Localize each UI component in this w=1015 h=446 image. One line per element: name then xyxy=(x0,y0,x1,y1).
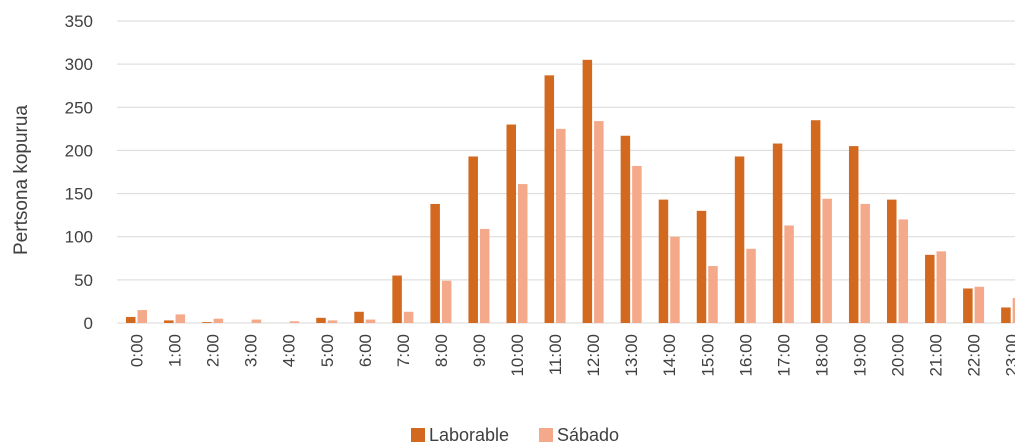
bar-laborable xyxy=(887,199,897,323)
bar-sábado xyxy=(936,251,947,323)
bar-sábado xyxy=(708,266,718,323)
y-axis-ticks: 0 50 100 150 200 250 300 350 xyxy=(65,12,93,333)
x-tick-label: 2:00 xyxy=(204,334,223,367)
bar-sábado xyxy=(556,128,566,323)
x-tick-label: 9:00 xyxy=(470,334,489,367)
y-tick-label: 0 xyxy=(84,314,93,333)
x-tick-label: 16:00 xyxy=(736,334,755,377)
bar-sábado xyxy=(1012,297,1015,323)
bar-laborable xyxy=(202,322,212,323)
bar-sábado xyxy=(175,314,186,323)
bar-sábado xyxy=(898,219,908,323)
y-axis-title: Pertsona kopurua xyxy=(11,105,32,255)
bar-laborable xyxy=(620,135,631,323)
x-tick-label: 11:00 xyxy=(546,334,565,375)
bar-laborable xyxy=(506,124,516,324)
y-tick-label: 100 xyxy=(65,228,93,247)
x-tick-label: 17:00 xyxy=(774,334,793,377)
legend-swatch xyxy=(411,428,425,442)
bar-laborable xyxy=(164,320,174,323)
bar-sábado xyxy=(213,318,224,323)
x-tick-label: 22:00 xyxy=(965,334,984,377)
bar-sábado xyxy=(289,321,300,323)
bar-laborable xyxy=(1001,307,1011,323)
legend-swatch xyxy=(539,428,553,442)
x-tick-label: 10:00 xyxy=(508,334,527,377)
bar-sábado xyxy=(365,319,376,323)
bar-laborable xyxy=(963,288,973,323)
bar-laborable xyxy=(354,311,364,323)
bar-laborable xyxy=(810,120,821,323)
y-tick-label: 50 xyxy=(74,271,93,290)
x-tick-label: 5:00 xyxy=(318,334,337,367)
bar-sábado xyxy=(632,165,642,323)
x-tick-label: 4:00 xyxy=(280,334,299,367)
x-tick-label: 23:00 xyxy=(1003,334,1015,377)
y-tick-label: 300 xyxy=(65,55,93,74)
bar-sábado xyxy=(860,203,870,323)
x-axis-ticks: 0:00 1:00 2:00 3:00 4:00 5:00 6:00 7:00 8:00 9:00… xyxy=(128,334,1015,377)
bar-sábado xyxy=(518,184,528,323)
y-tick-label: 200 xyxy=(65,141,93,160)
bar-laborable xyxy=(316,317,326,323)
y-tick-label: 250 xyxy=(65,98,93,117)
bar-laborable xyxy=(696,210,707,323)
x-tick-label: 14:00 xyxy=(660,334,679,377)
bar-sábado xyxy=(137,310,147,323)
bar-sábado xyxy=(784,225,794,323)
bar-laborable xyxy=(925,254,935,323)
bar-sábado xyxy=(594,121,604,323)
x-tick-label: 8:00 xyxy=(432,334,451,367)
bar-sábado xyxy=(746,248,756,323)
x-tick-label: 6:00 xyxy=(356,334,375,367)
y-tick-label: 350 xyxy=(65,12,93,31)
x-tick-label: 12:00 xyxy=(584,334,603,377)
y-tick-label: 150 xyxy=(65,185,93,204)
legend-label: Laborable xyxy=(429,425,509,445)
x-tick-label: 13:00 xyxy=(622,334,641,377)
legend-label: Sábado xyxy=(557,425,619,445)
bar-sábado xyxy=(822,198,832,323)
bar-sábado xyxy=(441,280,452,323)
x-tick-label: 21:00 xyxy=(927,334,946,377)
bar-laborable xyxy=(734,156,745,323)
legend: Laborable Sábado xyxy=(411,425,619,445)
bar-sábado xyxy=(974,286,985,323)
bar-laborable xyxy=(430,203,440,323)
x-tick-label: 15:00 xyxy=(698,334,717,377)
x-tick-label: 1:00 xyxy=(166,334,185,367)
bar-laborable xyxy=(468,156,478,323)
bar-laborable xyxy=(658,199,669,323)
x-tick-label: 18:00 xyxy=(812,334,831,377)
bar-laborable xyxy=(126,316,136,323)
bar-sábado xyxy=(251,319,262,323)
bar-sábado xyxy=(403,311,414,323)
x-tick-label: 3:00 xyxy=(242,334,261,367)
x-tick-label: 20:00 xyxy=(889,334,908,377)
bar-laborable xyxy=(582,59,593,323)
x-tick-label: 0:00 xyxy=(128,334,147,367)
bar-sábado xyxy=(670,236,680,323)
x-tick-label: 7:00 xyxy=(394,334,413,367)
bar-laborable xyxy=(848,146,859,323)
bar-laborable xyxy=(544,75,555,323)
bar-laborable xyxy=(772,143,783,323)
gridlines xyxy=(117,20,1015,324)
bar-laborable xyxy=(392,275,402,323)
bar-sábado xyxy=(327,320,338,323)
x-tick-label: 19:00 xyxy=(850,334,869,377)
bars xyxy=(126,59,1015,324)
bar-sábado xyxy=(479,228,490,323)
